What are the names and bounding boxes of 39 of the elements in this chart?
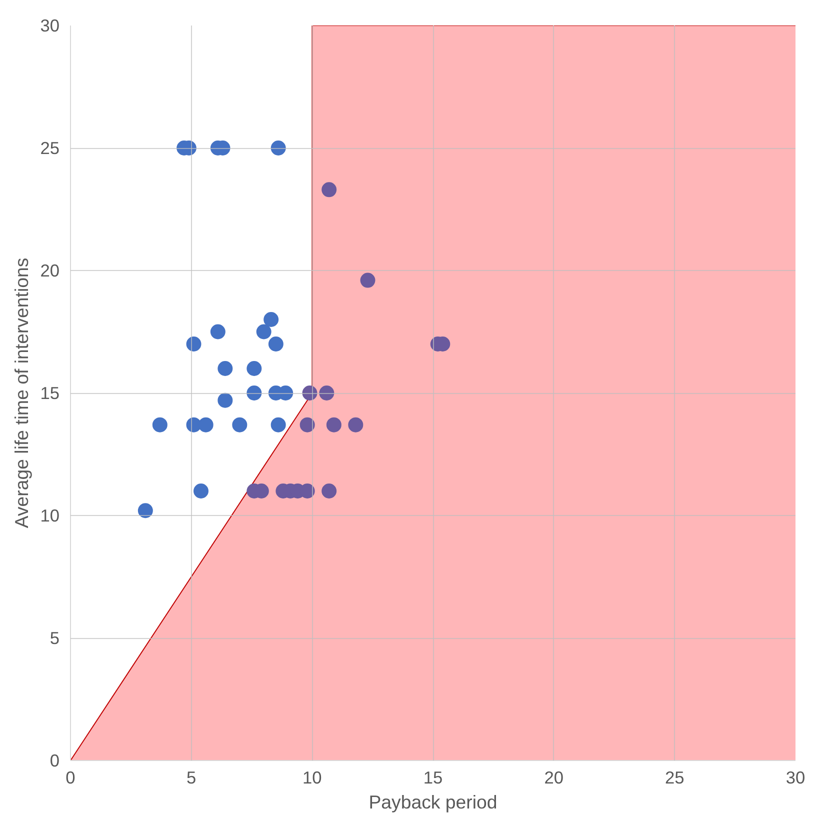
point: [198, 417, 214, 432]
y-tick-label: 15: [40, 383, 60, 403]
point: [138, 503, 153, 518]
x-tick-label: 5: [186, 768, 196, 788]
x-tick-label: 15: [423, 768, 443, 788]
point: [300, 417, 315, 432]
point: [210, 324, 226, 340]
y-tick-label: 25: [40, 138, 60, 158]
point: [322, 484, 337, 498]
point: [264, 312, 279, 327]
x-tick-label: 30: [786, 768, 806, 788]
y-tick-label: 30: [40, 16, 60, 36]
point: [246, 386, 262, 400]
x-tick-label: 25: [665, 768, 684, 788]
point: [348, 417, 364, 432]
point: [360, 272, 376, 288]
y-tick-label: 20: [40, 260, 60, 280]
point: [256, 324, 272, 340]
point: [326, 417, 342, 432]
x-tick-label: 10: [302, 768, 322, 788]
point: [246, 361, 262, 376]
point: [152, 417, 168, 432]
y-tick-label: 10: [40, 506, 60, 526]
x-tick-label: 0: [66, 768, 76, 788]
point: [322, 182, 337, 198]
point: [319, 386, 334, 400]
point: [268, 336, 284, 352]
point: [270, 417, 286, 432]
point: [186, 336, 202, 352]
y-tick-label: 0: [50, 750, 60, 770]
point: [218, 392, 233, 408]
y-axis-title: Average life time of interventions: [11, 258, 32, 528]
x-axis-title: Payback period: [368, 792, 498, 812]
point: [270, 140, 286, 156]
y-tick-label: 5: [50, 628, 60, 648]
point: [194, 484, 208, 498]
x-tick-label: 20: [544, 768, 564, 788]
point: [218, 361, 233, 376]
point: [232, 417, 248, 432]
